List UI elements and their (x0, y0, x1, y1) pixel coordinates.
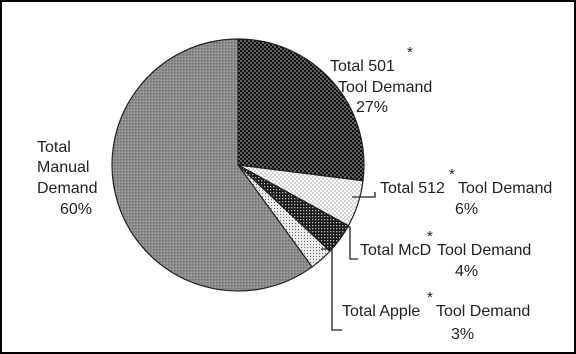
label-apple-a: Total Apple (342, 303, 420, 320)
asterisk-501: * (407, 44, 413, 61)
pie-slices (112, 39, 364, 291)
asterisk-mcd: * (427, 228, 433, 245)
asterisk-512: * (449, 166, 455, 183)
label-512-b: Tool Demand (458, 180, 552, 197)
label-501-pct: 27% (356, 99, 388, 116)
label-501-line2: Tool Demand (338, 79, 432, 96)
label-apple-b: Tool Demand (436, 303, 530, 320)
label-512-a: Total 512 (380, 180, 445, 197)
asterisk-apple: * (427, 289, 433, 306)
label-mcd-b: Tool Demand (437, 242, 531, 259)
label-manual-line1: Total (37, 139, 71, 156)
label-manual-line2: Manual (37, 159, 89, 176)
label-mcd-pct: 4% (455, 263, 478, 280)
label-512-pct: 6% (455, 201, 478, 218)
label-apple-pct: 3% (451, 326, 474, 343)
leader-apple (321, 249, 342, 330)
label-501-line1: Total 501 (330, 58, 395, 75)
label-manual-line3: Demand (37, 180, 97, 197)
label-mcd-a: Total McD (360, 242, 431, 259)
label-manual-pct: 60% (60, 201, 92, 218)
